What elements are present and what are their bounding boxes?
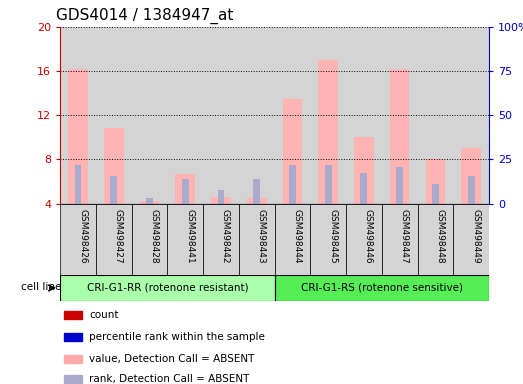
Text: CRI-G1-RR (rotenone resistant): CRI-G1-RR (rotenone resistant) [86, 283, 248, 293]
Bar [132, 27, 167, 204]
Text: rank, Detection Call = ABSENT: rank, Detection Call = ABSENT [89, 374, 249, 384]
Bar [175, 174, 195, 204]
Text: GSM498444: GSM498444 [292, 209, 301, 264]
Bar [453, 204, 489, 275]
Bar [239, 27, 275, 204]
Bar [432, 184, 439, 204]
Text: GSM498448: GSM498448 [435, 209, 445, 264]
Bar [417, 204, 453, 275]
Bar [64, 375, 83, 383]
Text: cell line: cell line [21, 281, 61, 292]
Text: GSM498446: GSM498446 [364, 209, 373, 264]
Bar [60, 275, 275, 301]
Text: GSM498442: GSM498442 [221, 209, 230, 264]
Bar [310, 27, 346, 204]
Bar [239, 204, 275, 275]
Bar [275, 275, 489, 301]
Bar [390, 69, 410, 204]
Bar [60, 204, 96, 275]
Bar [247, 198, 267, 204]
Bar [282, 99, 302, 204]
Bar [64, 355, 83, 363]
Bar [253, 179, 260, 204]
Bar [417, 27, 453, 204]
Bar [68, 69, 88, 204]
Text: GSM498427: GSM498427 [114, 209, 123, 264]
Bar [382, 204, 417, 275]
Bar [310, 204, 346, 275]
Bar [167, 27, 203, 204]
Bar [453, 27, 489, 204]
Bar [132, 204, 167, 275]
Bar [64, 333, 83, 341]
Bar [346, 27, 382, 204]
Bar [146, 198, 153, 204]
Bar [96, 27, 132, 204]
Text: count: count [89, 310, 118, 320]
Bar [140, 201, 160, 204]
Bar [60, 27, 96, 204]
Bar [319, 60, 338, 204]
Bar [289, 165, 296, 204]
Bar [75, 165, 82, 204]
Bar [203, 27, 239, 204]
Bar [461, 148, 481, 204]
Bar [64, 311, 83, 319]
Bar [325, 165, 332, 204]
Bar [211, 197, 231, 204]
Text: value, Detection Call = ABSENT: value, Detection Call = ABSENT [89, 354, 254, 364]
Text: percentile rank within the sample: percentile rank within the sample [89, 332, 265, 342]
Bar [203, 204, 239, 275]
Text: GSM498449: GSM498449 [471, 209, 480, 264]
Bar [104, 128, 123, 204]
Bar [275, 204, 310, 275]
Text: GSM498447: GSM498447 [400, 209, 408, 264]
Bar [360, 173, 367, 204]
Bar [110, 176, 117, 204]
Bar [468, 176, 474, 204]
Text: GSM498441: GSM498441 [185, 209, 194, 264]
Bar [396, 167, 403, 204]
Bar [382, 27, 417, 204]
Text: GDS4014 / 1384947_at: GDS4014 / 1384947_at [56, 8, 233, 24]
Text: GSM498426: GSM498426 [78, 209, 87, 264]
Bar [182, 179, 189, 204]
Bar [218, 190, 224, 204]
Text: GSM498428: GSM498428 [150, 209, 158, 264]
Bar [167, 204, 203, 275]
Bar [346, 204, 382, 275]
Text: CRI-G1-RS (rotenone sensitive): CRI-G1-RS (rotenone sensitive) [301, 283, 463, 293]
Text: GSM498443: GSM498443 [257, 209, 266, 264]
Bar [426, 159, 445, 204]
Bar [96, 204, 132, 275]
Bar [275, 27, 310, 204]
Bar [354, 137, 374, 204]
Text: GSM498445: GSM498445 [328, 209, 337, 264]
